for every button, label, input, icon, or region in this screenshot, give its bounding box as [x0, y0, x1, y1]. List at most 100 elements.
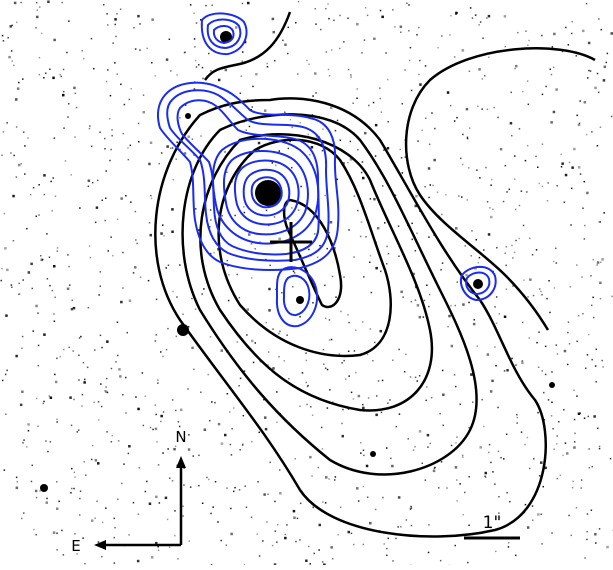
noise-speck — [4, 213, 6, 215]
noise-speck — [576, 507, 578, 509]
noise-speck — [129, 99, 131, 101]
noise-speck — [305, 352, 307, 354]
noise-speck — [553, 33, 556, 36]
noise-speck — [161, 152, 163, 154]
noise-speck — [129, 300, 132, 303]
noise-speck — [356, 487, 359, 490]
noise-speck — [364, 39, 366, 41]
noise-speck — [3, 40, 4, 42]
noise-speck — [73, 399, 75, 401]
noise-speck — [495, 365, 497, 367]
noise-speck — [188, 448, 191, 451]
noise-speck — [553, 111, 556, 114]
noise-speck — [578, 413, 581, 416]
noise-speck — [115, 36, 117, 38]
noise-speck — [381, 111, 383, 113]
noise-speck — [40, 255, 42, 257]
noise-speck — [331, 49, 333, 51]
noise-speck — [456, 117, 458, 119]
noise-speck — [532, 520, 534, 522]
noise-speck — [53, 265, 56, 268]
noise-speck — [83, 58, 85, 60]
noise-speck — [424, 300, 426, 302]
noise-speck — [43, 403, 45, 405]
scale-bar-label: 1" — [483, 513, 502, 533]
noise-speck — [100, 383, 102, 385]
noise-speck — [98, 401, 100, 403]
noise-speck — [195, 308, 197, 310]
noise-speck — [82, 394, 84, 396]
noise-speck — [480, 446, 483, 449]
noise-speck — [114, 562, 116, 564]
noise-speck — [373, 38, 376, 41]
noise-speck — [117, 499, 119, 501]
noise-speck — [28, 271, 31, 274]
noise-speck — [466, 199, 468, 201]
noise-speck — [11, 284, 13, 286]
noise-speck — [233, 407, 235, 409]
noise-speck — [79, 207, 81, 209]
noise-speck — [350, 76, 352, 78]
noise-speck — [258, 142, 261, 145]
noise-speck — [156, 441, 158, 443]
noise-speck — [110, 236, 112, 238]
noise-speck — [328, 18, 330, 20]
noise-speck — [217, 521, 219, 523]
noise-speck — [55, 381, 58, 384]
noise-speck — [489, 207, 491, 209]
noise-speck — [194, 38, 196, 40]
noise-speck — [424, 186, 426, 188]
noise-speck — [379, 87, 381, 89]
noise-speck — [299, 316, 301, 318]
noise-speck — [527, 45, 529, 47]
noise-speck — [157, 379, 159, 381]
noise-speck — [249, 126, 251, 128]
noise-speck — [16, 477, 18, 479]
noise-speck — [255, 342, 257, 344]
noise-speck — [2, 35, 4, 37]
noise-speck — [62, 94, 65, 97]
noise-speck — [311, 475, 313, 477]
noise-speck — [308, 546, 310, 548]
noise-speck — [370, 328, 372, 330]
noise-speck — [93, 402, 95, 404]
noise-speck — [135, 239, 137, 241]
noise-speck — [479, 177, 481, 179]
noise-speck — [151, 62, 153, 64]
noise-speck — [291, 207, 293, 209]
noise-speck — [239, 297, 241, 299]
noise-speck — [266, 521, 268, 523]
noise-speck — [358, 500, 360, 502]
noise-speck — [392, 360, 394, 362]
noise-speck — [385, 52, 387, 54]
noise-speck — [266, 322, 268, 324]
noise-speck — [279, 492, 282, 495]
noise-speck — [30, 194, 32, 196]
noise-speck — [578, 315, 580, 317]
noise-speck — [576, 264, 578, 266]
noise-speck — [61, 2, 63, 4]
noise-speck — [58, 501, 60, 503]
noise-speck — [208, 479, 210, 481]
noise-speck — [415, 250, 417, 252]
noise-speck — [251, 517, 253, 519]
noise-speck — [571, 33, 573, 35]
noise-speck — [83, 381, 86, 384]
noise-speck — [67, 288, 70, 291]
noise-speck — [180, 409, 183, 412]
noise-speck — [413, 449, 415, 451]
noise-speck — [386, 263, 388, 265]
noise-speck — [68, 103, 70, 105]
noise-speck — [230, 444, 232, 446]
noise-speck — [553, 449, 555, 451]
noise-speck — [36, 216, 38, 218]
noise-speck — [69, 396, 72, 399]
noise-speck — [543, 486, 545, 488]
noise-speck — [410, 47, 412, 49]
noise-speck — [364, 132, 367, 135]
noise-speck — [602, 366, 604, 368]
noise-speck — [16, 487, 19, 490]
noise-speck — [16, 176, 18, 178]
noise-speck — [491, 380, 494, 383]
noise-speck — [120, 84, 122, 86]
